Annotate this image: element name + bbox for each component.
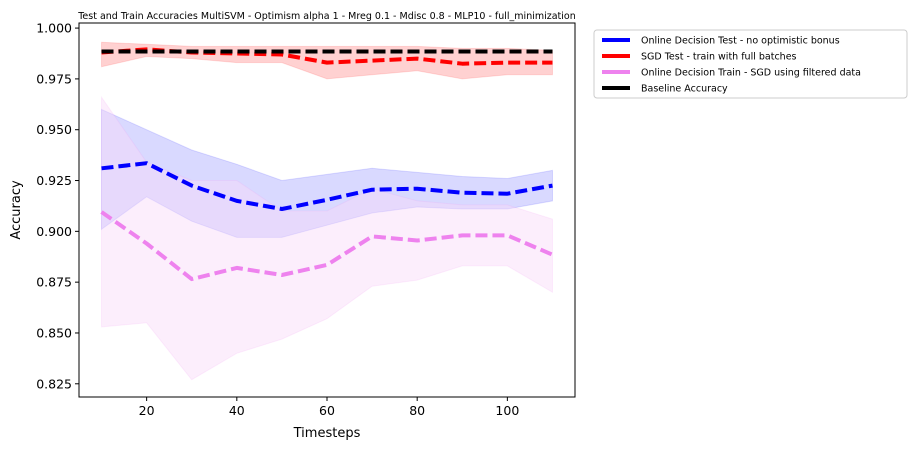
x-tick-label: 20 bbox=[139, 403, 155, 418]
y-tick-label: 0.900 bbox=[36, 224, 72, 239]
confidence-bands bbox=[101, 41, 553, 381]
band-1 bbox=[101, 108, 553, 238]
legend-label-4: Baseline Accuracy bbox=[641, 84, 728, 95]
chart-title: Test and Train Accuracies MultiSVM - Opt… bbox=[77, 11, 576, 22]
y-tick-label: 0.925 bbox=[36, 173, 72, 188]
legend: Online Decision Test - no optimistic bon… bbox=[593, 29, 908, 99]
y-tick-label: 1.000 bbox=[36, 21, 72, 36]
y-axis: 0.825 0.850 0.875 0.900 0.925 0.950 0.975 1.000 bbox=[36, 21, 79, 391]
y-tick-label: 0.950 bbox=[36, 122, 72, 137]
legend-frame bbox=[593, 29, 908, 99]
legend-label-2: SGD Test - train with full batches bbox=[641, 52, 797, 63]
x-tick-label: 40 bbox=[229, 403, 245, 418]
legend-label-3: Online Decision Train - SGD using filter… bbox=[641, 68, 861, 79]
x-tick-label: 60 bbox=[319, 403, 335, 418]
y-axis-label: Accuracy bbox=[9, 180, 24, 240]
band-3 bbox=[101, 95, 553, 381]
series-line-3 bbox=[100, 210, 554, 282]
x-axis-label: Timesteps bbox=[293, 426, 361, 441]
series-line-1 bbox=[101, 161, 553, 211]
legend-label-1: Online Decision Test - no optimistic bon… bbox=[641, 36, 840, 47]
y-tick-label: 0.875 bbox=[36, 275, 72, 290]
x-axis: 20 40 60 80 100 bbox=[139, 397, 519, 418]
y-tick-label: 0.850 bbox=[36, 325, 72, 340]
y-tick-label: 0.975 bbox=[36, 71, 72, 86]
x-tick-label: 100 bbox=[495, 403, 519, 418]
y-tick-label: 0.825 bbox=[36, 376, 72, 391]
series-lines bbox=[100, 47, 554, 282]
x-tick-label: 80 bbox=[409, 403, 425, 418]
